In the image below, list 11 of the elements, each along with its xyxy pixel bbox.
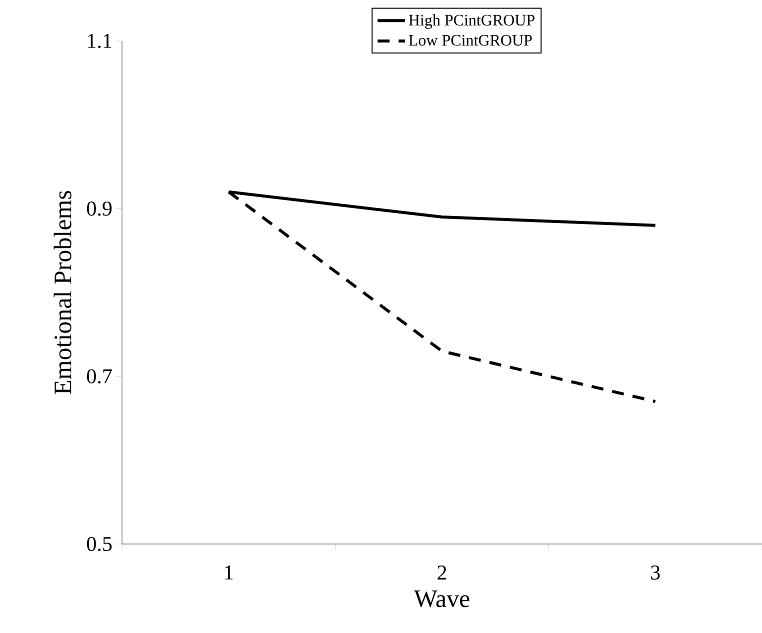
y-tick-label: 0.9 xyxy=(87,202,112,216)
x-tick-label: 1 xyxy=(225,566,233,580)
y-tick-label: 0.7 xyxy=(87,369,112,384)
legend-label: High PCintGROUP xyxy=(408,14,534,29)
legend-label: Low PCintGROUP xyxy=(408,34,532,46)
x-tick-label: 3 xyxy=(651,566,660,580)
y-axis-title: Emotional Problems xyxy=(54,190,72,394)
y-tick-label: 0.5 xyxy=(87,536,112,552)
y-tick-label: 1.1 xyxy=(88,34,112,48)
x-tick-label: 2 xyxy=(438,566,446,580)
x-axis-title: Wave xyxy=(414,590,470,608)
